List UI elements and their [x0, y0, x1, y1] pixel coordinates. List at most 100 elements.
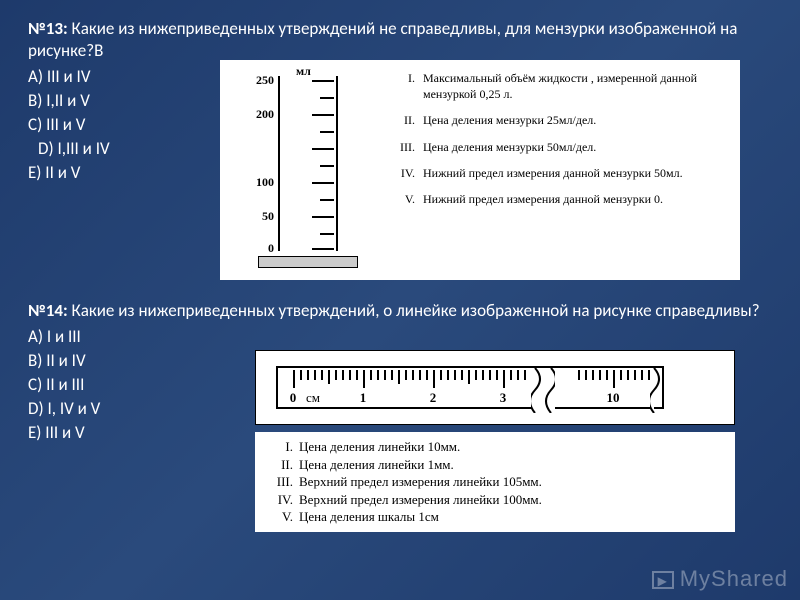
statement-row: I. Цена деления линейки 10мм.: [265, 438, 725, 456]
ruler-tick-minor: [342, 370, 344, 380]
statement-num: V.: [385, 191, 415, 207]
ruler-tick: [641, 370, 643, 380]
ruler-tick: [578, 370, 580, 380]
q13-header: №13: Какие из нижеприведенных утверждени…: [28, 18, 772, 62]
tick-label: 250: [236, 73, 274, 88]
tick-major: [312, 248, 334, 250]
statement-row: IV. Верхний предел измерения линейки 100м…: [265, 491, 725, 509]
ruler-tick-minor: [440, 370, 442, 380]
ruler-tick-minor: [384, 370, 386, 380]
ruler-tick-minor: [398, 370, 400, 384]
tick-label: 50: [236, 209, 274, 224]
ruler-tick-minor: [426, 370, 428, 380]
statement-text: Нижний предел измерения данной мензурки …: [423, 191, 730, 207]
cylinder: мл 250200100500: [228, 66, 368, 274]
ruler-tick-minor: [475, 370, 477, 380]
ruler-break: [650, 368, 670, 413]
statement-text: Максимальный объём жидкости , измеренной…: [423, 70, 730, 102]
statement-num: III.: [265, 473, 293, 491]
watermark-text: MyShared: [680, 566, 788, 591]
ruler-body: см 0 1 2 3 10: [276, 366, 664, 409]
ruler-tick: [620, 370, 622, 380]
statement-num: II.: [265, 456, 293, 474]
statements-14: I. Цена деления линейки 10мм. II. Цена деле…: [255, 432, 735, 532]
cylinder-base: [258, 256, 358, 268]
statement-text: Цена деления шкалы 1см: [299, 508, 439, 526]
ruler-label: 1: [360, 390, 367, 406]
statement-text: Цена деления линейки 10мм.: [299, 438, 460, 456]
ruler-tick: [606, 370, 608, 380]
q14-text: Какие из нижеприведенных утверждений, о …: [72, 300, 760, 321]
ruler-tick: [613, 370, 615, 388]
tick-label: 0: [236, 241, 274, 256]
tick-minor: [320, 233, 334, 235]
figure-cylinder: мл 250200100500 I.Максимальный объём жид…: [220, 60, 740, 280]
watermark: ▶ MyShared: [652, 566, 788, 592]
play-icon: ▶: [652, 571, 674, 589]
statement-text: Цена деления линейки 1мм.: [299, 456, 454, 474]
statement-row: I.Максимальный объём жидкости , измеренн…: [385, 70, 730, 102]
ruler-tick-minor: [321, 370, 323, 380]
ruler-tick-major: [363, 370, 365, 388]
ruler-tick-minor: [517, 370, 519, 380]
ruler-tick: [592, 370, 594, 380]
q13-text: Какие из нижеприведенных утверждений не …: [28, 18, 737, 61]
tick-major: [312, 182, 334, 184]
ruler-tick-minor: [377, 370, 379, 380]
ruler-tick: [599, 370, 601, 380]
statement-row: II. Цена деления линейки 1мм.: [265, 456, 725, 474]
statement-row: II.Цена деления мензурки 25мл/дел.: [385, 112, 730, 128]
statement-row: III. Цена деления мензурки 50мл/дел.: [385, 139, 730, 155]
answer-option: A) I и III: [28, 326, 772, 349]
statement-row: V. Цена деления шкалы 1см: [265, 508, 725, 526]
ruler-tick-major: [503, 370, 505, 388]
cylinder-body: 250200100500: [278, 76, 338, 251]
tick-minor: [320, 165, 334, 167]
statement-num: V.: [265, 508, 293, 526]
tick-major: [312, 80, 334, 82]
ruler-label: 3: [500, 390, 507, 406]
ruler-tick-minor: [370, 370, 372, 380]
statement-text: Нижний предел измерения данной мензурки …: [423, 165, 730, 181]
ruler-tick-minor: [496, 370, 498, 380]
ruler-tick-minor: [300, 370, 302, 380]
ruler-label: 0: [290, 390, 297, 406]
ruler-unit: см: [306, 390, 320, 406]
ruler-tick-minor: [447, 370, 449, 380]
statement-num: I.: [265, 438, 293, 456]
statement-num: I.: [385, 70, 415, 102]
ruler-tick-minor: [510, 370, 512, 380]
statement-row: IV. Нижний предел измерения данной мензур…: [385, 165, 730, 181]
tick-major: [312, 216, 334, 218]
statements-13: I.Максимальный объём жидкости , измеренн…: [385, 70, 730, 217]
statement-num: III.: [385, 139, 415, 155]
statement-num: II.: [385, 112, 415, 128]
q13-number: №13:: [28, 18, 68, 39]
ruler-tick-minor: [314, 370, 316, 380]
ruler-tick-minor: [412, 370, 414, 380]
figure-ruler: см 0 1 2 3 10: [255, 350, 735, 425]
tick-minor: [320, 97, 334, 99]
ruler-label: 2: [430, 390, 437, 406]
ruler-tick-minor: [461, 370, 463, 380]
ruler-tick-minor: [307, 370, 309, 380]
ruler-tick: [585, 370, 587, 380]
ruler-tick-minor: [356, 370, 358, 380]
ruler-tick: [627, 370, 629, 380]
q14-header: №14: Какие из нижеприведенных утверждени…: [28, 300, 772, 322]
ruler-tick-minor: [468, 370, 470, 384]
statement-num: IV.: [265, 491, 293, 509]
ruler-tick-minor: [489, 370, 491, 380]
statement-text: Цена деления мензурки 50мл/дел.: [423, 139, 730, 155]
ruler-label: 10: [607, 390, 620, 406]
ruler-tick-minor: [328, 370, 330, 384]
tick-major: [312, 148, 334, 150]
ruler-tick-minor: [335, 370, 337, 380]
ruler-tick-major: [293, 370, 295, 388]
tick-label: 100: [236, 175, 274, 190]
ruler-tick-minor: [454, 370, 456, 380]
ruler-tick-major: [433, 370, 435, 388]
statement-num: IV.: [385, 165, 415, 181]
ruler-tick-minor: [391, 370, 393, 380]
statement-text: Верхний предел измерения линейки 100мм.: [299, 491, 542, 509]
